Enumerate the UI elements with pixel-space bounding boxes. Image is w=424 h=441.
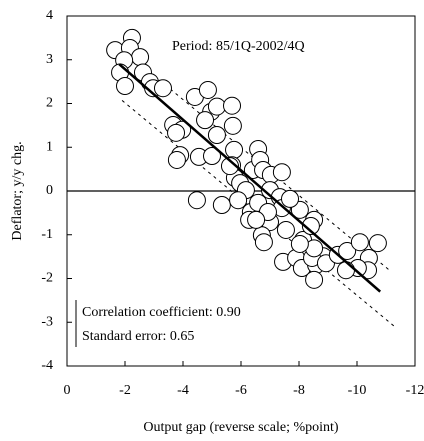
y-tick-label: 0: [46, 183, 53, 198]
point: [153, 79, 172, 98]
point: [247, 210, 266, 229]
annotation: Standard error: 0.65: [82, 329, 194, 344]
point: [336, 261, 355, 280]
point: [254, 233, 273, 252]
y-tick-label: -2: [41, 271, 53, 286]
point: [116, 77, 134, 95]
point: [167, 123, 186, 142]
point: [131, 48, 150, 67]
y-tick-label: -3: [41, 314, 53, 329]
x-axis-label: Output gap (reverse scale; %point): [143, 420, 338, 435]
x-tick-label: -4: [177, 383, 189, 398]
point: [187, 191, 206, 210]
y-tick-label: -4: [41, 358, 53, 373]
x-tick-label: 0: [64, 383, 71, 398]
point: [198, 80, 217, 99]
y-tick-label: 1: [46, 139, 53, 154]
point: [305, 270, 324, 289]
x-tick-label: -12: [406, 383, 424, 398]
x-tick-label: -2: [119, 383, 131, 398]
point: [368, 234, 387, 253]
x-tick-label: -6: [235, 383, 247, 398]
point: [223, 96, 242, 115]
point: [212, 196, 231, 214]
y-tick-label: 2: [46, 96, 53, 111]
x-tick-label: -8: [293, 383, 305, 398]
point: [338, 241, 357, 260]
regression-line: [118, 63, 382, 293]
point: [225, 140, 244, 159]
point: [229, 191, 248, 210]
y-tick-label: 4: [46, 8, 53, 23]
point: [301, 217, 320, 235]
point: [272, 163, 291, 182]
point: [207, 126, 226, 144]
point: [167, 150, 186, 169]
point: [220, 157, 239, 176]
x-tick-label: -10: [348, 383, 367, 398]
annotation: Correlation coefficient: 0.90: [82, 305, 241, 320]
point: [207, 97, 226, 116]
point: [203, 147, 221, 165]
point: [350, 233, 369, 252]
point: [196, 111, 215, 130]
point: [223, 116, 242, 135]
point: [276, 220, 295, 239]
y-tick-label: 3: [46, 52, 53, 67]
y-axis-label: Deflator; y/y chg.: [10, 141, 25, 240]
y-tick-label: -1: [41, 227, 53, 242]
point: [290, 234, 309, 253]
point: [281, 189, 300, 208]
annotation: Period: 85/1Q-2002/4Q: [172, 39, 305, 54]
